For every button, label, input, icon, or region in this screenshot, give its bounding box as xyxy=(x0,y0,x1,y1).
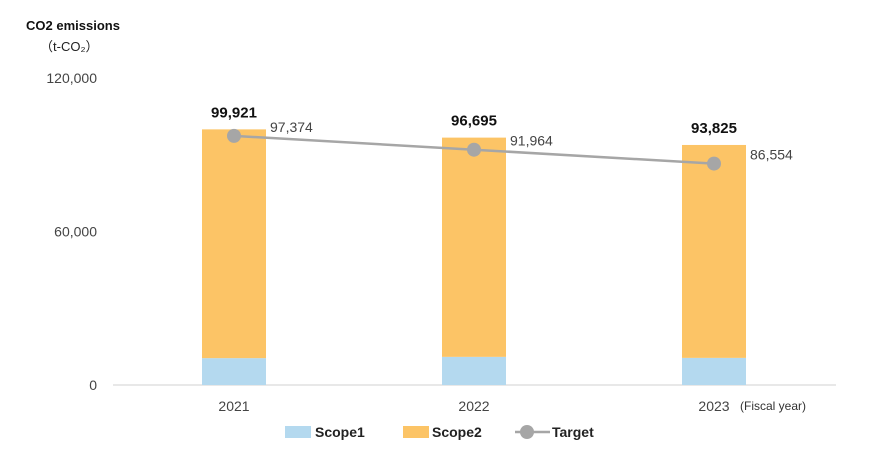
target-label-2023: 86,554 xyxy=(750,147,793,163)
bar-total-labels: 99,921 96,695 93,825 xyxy=(211,104,737,137)
legend-label-target: Target xyxy=(552,424,594,440)
total-label-2021: 99,921 xyxy=(211,104,257,121)
legend-label-scope2: Scope2 xyxy=(432,424,482,440)
y-axis-ticks: 0 60,000 120,000 xyxy=(46,70,97,393)
target-label-2022: 91,964 xyxy=(510,133,553,149)
chart-title: CO2 emissions xyxy=(26,18,120,33)
bar-scope2-2021 xyxy=(202,129,266,359)
total-label-2022: 96,695 xyxy=(451,113,497,130)
target-line-series: 97,374 91,964 86,554 xyxy=(227,119,793,171)
legend-swatch-scope2 xyxy=(403,426,429,438)
bar-scope2-2022 xyxy=(442,137,506,357)
x-axis-note: (Fiscal year) xyxy=(740,399,806,413)
y-axis-unit: （t-CO₂） xyxy=(40,39,99,54)
bar-scope1-2023 xyxy=(682,357,746,385)
y-tick-label: 60,000 xyxy=(54,224,97,240)
x-axis-ticks: 2021 2022 2023 xyxy=(218,398,729,414)
x-tick-label: 2022 xyxy=(458,398,489,414)
legend-marker-target xyxy=(520,425,534,439)
target-point-2021 xyxy=(227,128,241,143)
bar-series xyxy=(202,129,746,385)
target-point-2022 xyxy=(467,142,481,157)
bar-scope1-2021 xyxy=(202,358,266,385)
bar-scope2-2023 xyxy=(682,144,746,358)
x-tick-label: 2023 xyxy=(698,398,729,414)
y-tick-label: 120,000 xyxy=(46,70,97,86)
legend-swatch-scope1 xyxy=(285,426,311,438)
target-point-2023 xyxy=(707,156,721,171)
y-tick-label: 0 xyxy=(89,377,97,393)
target-label-2021: 97,374 xyxy=(270,119,313,135)
legend: Scope1 Scope2 Target xyxy=(285,424,594,440)
legend-label-scope1: Scope1 xyxy=(315,424,365,440)
bar-scope1-2022 xyxy=(442,356,506,385)
x-tick-label: 2021 xyxy=(218,398,249,414)
total-label-2023: 93,825 xyxy=(691,120,737,137)
